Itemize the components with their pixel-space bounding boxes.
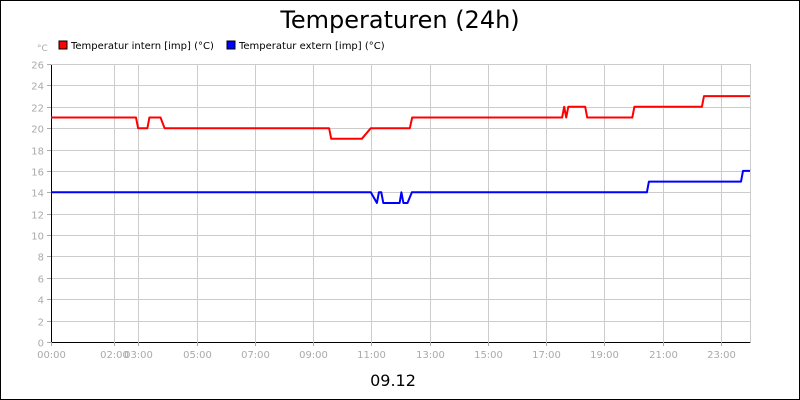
x-tick-label: 17:00 — [532, 350, 561, 361]
x-tick-label: 00:00 — [37, 350, 66, 361]
legend-swatch-intern — [58, 40, 68, 50]
date-label: 09.12 — [370, 371, 416, 390]
y-tick-label: 16 — [31, 168, 44, 179]
x-tick-label: 15:00 — [474, 350, 503, 361]
chart-title: Temperaturen (24h) — [279, 6, 519, 34]
y-axis-unit-label: °C — [37, 44, 48, 54]
y-tick-label: 12 — [31, 211, 44, 222]
legend-label-intern: Temperatur intern [imp] (°C) — [70, 41, 214, 52]
series-line-extern — [51, 169, 750, 204]
series-layer — [51, 95, 750, 204]
axes — [51, 64, 751, 343]
y-tick-label: 24 — [31, 82, 44, 93]
y-tick-label: 18 — [31, 147, 44, 158]
y-tick-label: 20 — [31, 125, 44, 136]
series-line-intern — [51, 95, 750, 140]
x-tick-label: 02:00 — [100, 350, 129, 361]
x-tick-label: 11:00 — [357, 350, 386, 361]
x-tick-label: 09:00 — [299, 350, 328, 361]
x-tick-label: 23:00 — [707, 350, 736, 361]
y-tick-label: 4 — [38, 296, 44, 307]
y-tick-label: 22 — [31, 104, 44, 115]
y-tick-label: 26 — [31, 61, 44, 72]
x-tick-label: 05:00 — [183, 350, 212, 361]
y-tick-label: 6 — [38, 275, 44, 286]
y-tick-label: 10 — [31, 232, 44, 243]
x-tick-label: 21:00 — [649, 350, 678, 361]
y-tick-label: 8 — [38, 253, 44, 264]
legend: Temperatur intern [imp] (°C) Temperatur … — [58, 40, 385, 52]
legend-label-extern: Temperatur extern [imp] (°C) — [238, 41, 385, 52]
x-tick-label: 19:00 — [590, 350, 619, 361]
y-tick-label: 14 — [31, 189, 44, 200]
legend-swatch-extern — [226, 40, 236, 50]
x-tick-label: 13:00 — [416, 350, 445, 361]
x-tick-label: 03:00 — [124, 350, 153, 361]
y-tick-label: 2 — [38, 318, 44, 329]
x-tick-label: 07:00 — [241, 350, 270, 361]
y-tick-label: 0 — [38, 339, 44, 350]
